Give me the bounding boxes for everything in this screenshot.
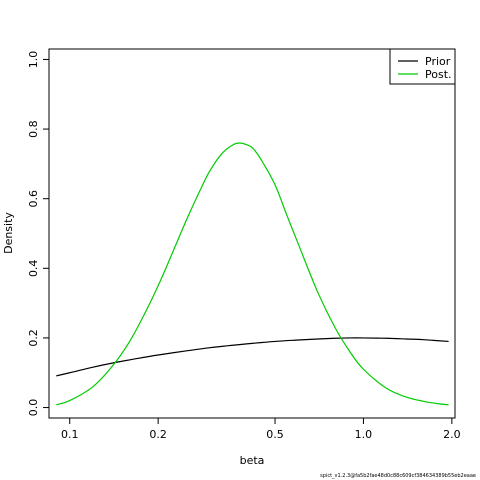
legend-label-prior: Prior bbox=[425, 55, 451, 68]
x-axis: 0.1 0.2 0.5 1.0 2.0 bbox=[61, 417, 461, 441]
plot-frame bbox=[48, 48, 456, 419]
y-axis-title: Density bbox=[2, 212, 15, 254]
series-line-post bbox=[56, 142, 449, 406]
y-tick-label: 0.6 bbox=[27, 190, 40, 208]
y-tick-label: 0.8 bbox=[27, 120, 40, 138]
x-tick-label: 2.0 bbox=[443, 428, 461, 441]
y-axis: 0.0 0.2 0.4 0.6 0.8 1.0 bbox=[27, 51, 50, 417]
series-layer bbox=[56, 142, 449, 406]
series-line-prior bbox=[56, 337, 449, 377]
x-axis-title: beta bbox=[240, 454, 265, 467]
y-tick-label: 0.2 bbox=[27, 329, 40, 347]
y-tick-label: 0.4 bbox=[27, 260, 40, 278]
x-tick-label: 1.0 bbox=[355, 428, 373, 441]
x-tick-label: 0.2 bbox=[149, 428, 167, 441]
legend-box bbox=[389, 48, 456, 85]
y-tick-label: 0.0 bbox=[27, 399, 40, 417]
footer-version-text: spict_v1.2.3@fa5b2fae48d0c88c609cf384634… bbox=[320, 473, 476, 479]
x-tick-label: 0.1 bbox=[61, 428, 79, 441]
legend: Prior Post. bbox=[389, 48, 456, 85]
y-tick-label: 1.0 bbox=[27, 51, 40, 69]
legend-label-post: Post. bbox=[425, 68, 452, 81]
x-tick-label: 0.5 bbox=[266, 428, 284, 441]
